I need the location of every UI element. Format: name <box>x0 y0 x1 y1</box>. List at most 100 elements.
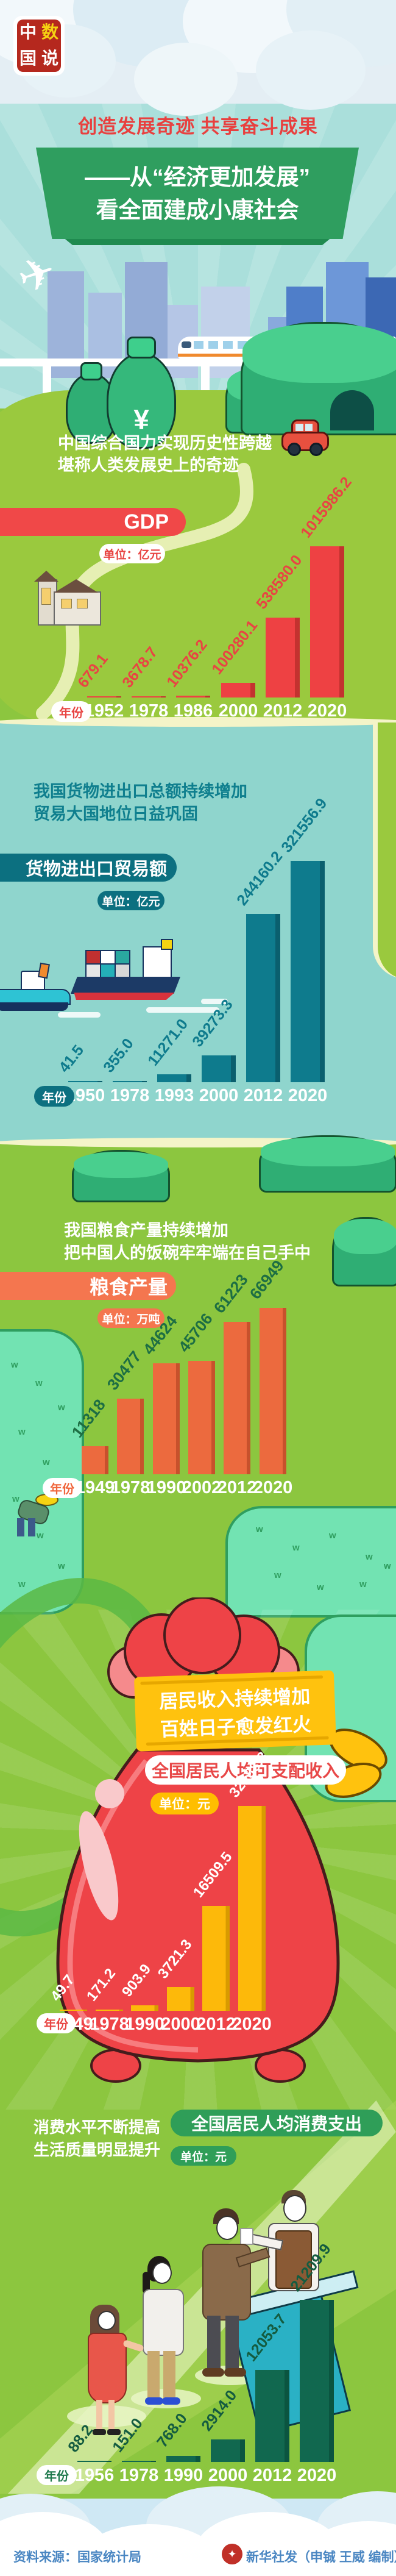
shore-edge <box>0 717 396 727</box>
money-bag: ¥ <box>107 352 176 449</box>
axis-year-label: 1956 <box>74 2466 115 2485</box>
banner-ribbon: ——从“经济更加发展” 看全面建成小康社会 <box>36 148 359 239</box>
grain-intro-line2: 把中国人的饭碗牢牢端在自己手中 <box>64 1244 311 1262</box>
xinhua-logo-icon: ✦ <box>222 2544 242 2564</box>
axis-year-label: 2012 <box>196 2014 236 2034</box>
axis-year-label: 2012 <box>252 2466 292 2485</box>
car-wheel <box>288 443 301 456</box>
bar-consumption-2000 <box>211 2439 245 2462</box>
axis-label-pill: 年份 <box>37 2465 77 2485</box>
trade-label-text: 货物进出口贸易额 <box>25 860 167 879</box>
consumption-unit-text: 单位：元 <box>180 2150 227 2164</box>
logo-char: 中 <box>19 23 37 42</box>
income-section-label: 全国居民人均可支配收入 <box>145 1755 346 1785</box>
bar-income-2000 <box>167 1987 194 2011</box>
income-label-text: 全国居民人均可支配收入 <box>151 1761 339 1780</box>
trade-intro-line1: 我国货物进出口总额持续增加 <box>34 782 247 801</box>
axis-year-label: 1990 <box>163 2466 203 2485</box>
axis-label-pill: 年份 <box>37 2013 76 2033</box>
trade-section-label: 货物进出口贸易额 <box>0 854 177 882</box>
bar-gdp-2012 <box>266 618 300 698</box>
water-line <box>201 999 228 1004</box>
axis-year-label: 1978 <box>119 2466 159 2485</box>
bar-grain-1978 <box>117 1399 144 1474</box>
sea-section <box>0 722 396 1143</box>
logo-char: 说 <box>41 49 58 68</box>
bar-grain-2020 <box>260 1308 286 1474</box>
grain-section-label: 粮食产量 <box>0 1272 176 1300</box>
axis-year-label: 1949 <box>75 1478 115 1497</box>
bar-grain-1949 <box>82 1446 108 1474</box>
axis-year-label: 1978 <box>110 1478 150 1497</box>
axis-year-label: 2020 <box>253 1478 293 1497</box>
logo-char: 国 <box>19 49 37 68</box>
axis-year-label: 1978 <box>90 2014 129 2034</box>
ferry-boat <box>0 962 71 1016</box>
tunnel-icon <box>330 390 374 430</box>
bar-gdp-1952 <box>87 696 121 698</box>
hill <box>259 1135 396 1193</box>
axis-year-label: 1990 <box>146 1478 186 1497</box>
viaduct-leg <box>43 366 51 396</box>
grain-unit-label: 单位：万吨 <box>97 1308 164 1328</box>
house-icon <box>34 571 101 626</box>
page-title: 创造发展奇迹 共享奋斗成果 <box>78 116 318 137</box>
income-unit-text: 单位：元 <box>159 1797 210 1811</box>
gdp-intro-line2: 堪称人类发展史上的奇迹 <box>58 456 239 474</box>
bar-trade-2020 <box>291 861 325 1082</box>
hill <box>332 1217 396 1286</box>
consumption-unit-label: 单位：元 <box>171 2146 236 2166</box>
consumption-section-label: 全国居民人均消费支出 <box>171 2110 383 2136</box>
banner-line1: ——从“经济更加发展” <box>85 165 310 190</box>
axis-year-label: 2020 <box>307 701 347 721</box>
axis-year-label: 1978 <box>110 1086 150 1105</box>
footer-credit: 新华社发（申铖 王威 编制） <box>246 2550 396 2564</box>
axis-year-label: 2012 <box>243 1086 283 1105</box>
water-line <box>58 1012 101 1018</box>
bar-income-1990 <box>131 2005 158 2011</box>
axis-year-label: 2000 <box>161 2014 200 2034</box>
axis-year-label: 1978 <box>129 701 169 721</box>
gdp-label-text: GDP <box>124 510 169 533</box>
consumption-intro-line1: 消费水平不断提高 <box>34 2118 161 2136</box>
bar-consumption-1990 <box>166 2456 200 2462</box>
spotlight <box>67 2405 146 2427</box>
cloud <box>134 43 238 116</box>
gdp-unit-text: 单位：亿元 <box>103 548 161 562</box>
bar-consumption-1956 <box>77 2461 111 2462</box>
bar-trade-1978 <box>113 1081 147 1082</box>
bar-grain-2002 <box>188 1361 215 1474</box>
water-line <box>146 1007 219 1013</box>
viaduct-leg <box>201 366 210 396</box>
gdp-section-label: GDP <box>0 508 186 536</box>
car-wheel <box>309 443 323 456</box>
trade-unit-text: 单位：亿元 <box>102 895 160 908</box>
axis-label-pill: 年份 <box>43 1478 82 1498</box>
axis-year-label: 1990 <box>125 2014 164 2034</box>
axis-year-label: 2012 <box>263 701 303 721</box>
trade-unit-label: 单位：亿元 <box>97 891 164 910</box>
gdp-unit-label: 单位：亿元 <box>99 544 165 563</box>
gdp-intro-line1: 中国综合国力实现历史性跨越 <box>58 434 272 452</box>
axis-year-label: 2002 <box>182 1478 222 1497</box>
cargo-ship <box>71 939 182 1005</box>
grain-unit-text: 单位：万吨 <box>102 1313 160 1326</box>
axis-year-label: 2000 <box>208 2466 248 2485</box>
bar-gdp-2000 <box>221 683 255 698</box>
bar-consumption-1978 <box>122 2461 156 2462</box>
xinhua-glyph: ✦ <box>227 2547 237 2560</box>
cloud <box>256 30 366 110</box>
axis-year-label: 1993 <box>154 1086 194 1105</box>
bar-consumption-2020 <box>300 2300 334 2462</box>
logo-char: 数 <box>41 23 58 42</box>
money-bag-small-top <box>80 362 102 380</box>
income-unit-label: 单位：元 <box>150 1793 219 1814</box>
bar-trade-2000 <box>202 1055 236 1082</box>
banner-line2: 看全面建成小康社会 <box>96 198 299 223</box>
consumption-label-text: 全国居民人均消费支出 <box>191 2114 362 2133</box>
axis-year-label: 2000 <box>199 1086 239 1105</box>
axis-year-label: 2000 <box>218 701 258 721</box>
axis-year-label: 2020 <box>297 2466 337 2485</box>
bar-trade-2012 <box>246 914 280 1082</box>
